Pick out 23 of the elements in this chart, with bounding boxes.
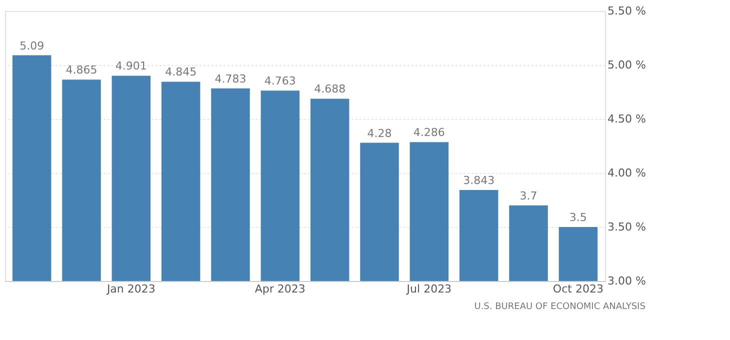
- y-tick-label: 3.00 %: [608, 274, 646, 288]
- x-tick-label: Oct 2023: [552, 282, 604, 296]
- data-label: 5.09: [20, 39, 44, 52]
- x-tick-label: Jul 2023: [406, 282, 452, 296]
- data-label: 4.688: [314, 82, 346, 96]
- y-tick-label: 5.50 %: [608, 4, 646, 18]
- data-label: 3.5: [569, 211, 587, 224]
- data-label: 4.865: [66, 64, 98, 77]
- data-label: 4.28: [367, 126, 392, 140]
- y-tick-label: 4.50 %: [608, 112, 646, 126]
- y-tick-label: 3.50 %: [608, 220, 646, 234]
- y-tick-label: 4.00 %: [608, 166, 646, 180]
- data-label: 3.7: [520, 189, 538, 202]
- text: U.S. BUREAU OF ECONOMIC ANALYSIS: [474, 302, 646, 312]
- data-label: 4.901: [115, 60, 147, 73]
- x-tick-label: Apr 2023: [254, 282, 306, 296]
- data-label: 4.763: [264, 74, 296, 88]
- data-label: 4.845: [165, 66, 197, 79]
- data-label: 3.843: [463, 174, 495, 187]
- y-tick-label: 5.00 %: [608, 58, 646, 72]
- data-label: 4.783: [214, 72, 246, 86]
- x-tick-label: Jan 2023: [106, 282, 156, 296]
- data-label: 4.286: [413, 126, 445, 140]
